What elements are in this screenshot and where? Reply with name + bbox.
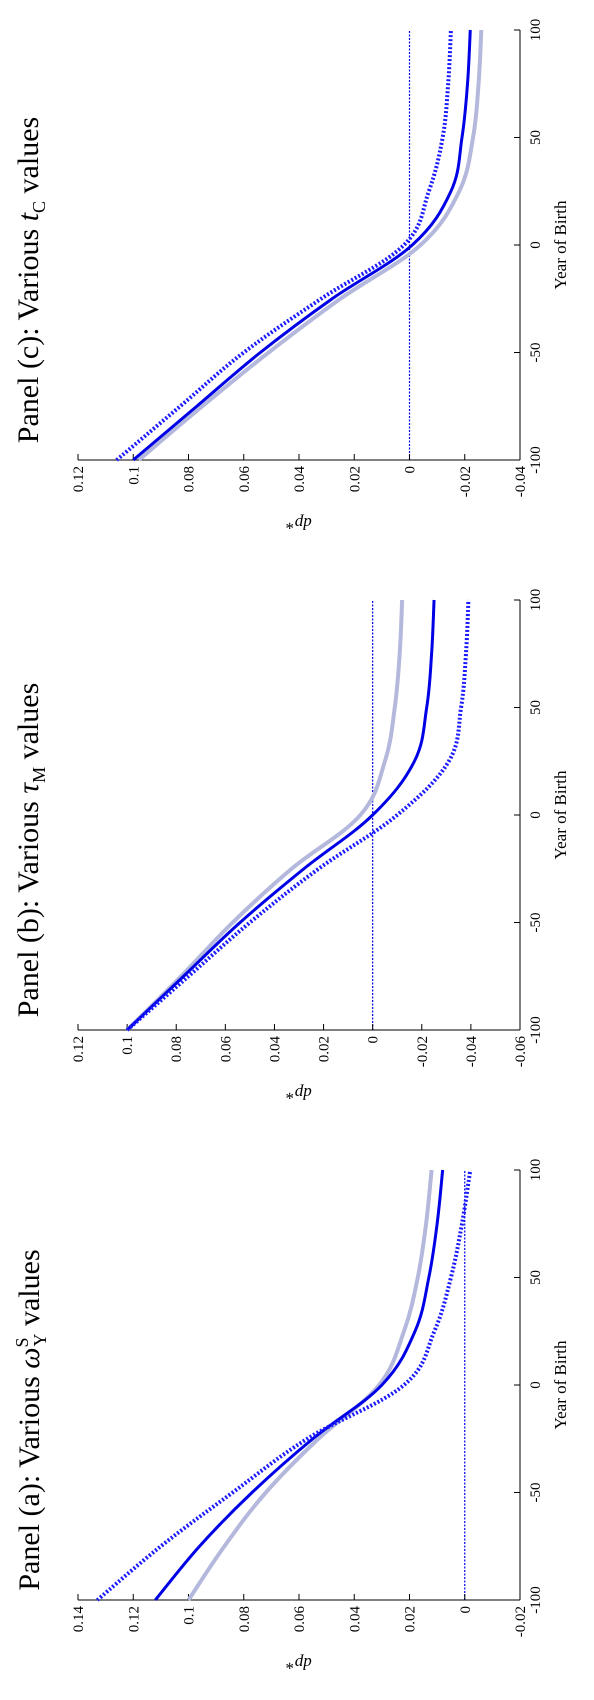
y-tick-label: 0.04: [347, 1606, 363, 1633]
y-tick-label: 0.08: [169, 1036, 185, 1062]
series-line-dotted: [96, 1169, 473, 1602]
y-tick-label: -0.06: [513, 1036, 529, 1068]
panel-a: Panel (a): Various ωSY values -0.02 0 0.02…: [0, 1140, 594, 1700]
x-tick-label: -100: [528, 1016, 544, 1044]
series-line-solid: [132, 29, 472, 462]
y-tick-label: 0.02: [347, 466, 363, 492]
y-tick-label: 0.1: [126, 466, 142, 485]
chart-b: -0.06 -0.04 -0.02 0 0.02 0.04 0.06 0.08 0.1 0.12 -…: [71, 589, 570, 1103]
series-line-dotted: [125, 599, 471, 1032]
x-tick-label: 100: [528, 589, 544, 612]
y-tick-label: 0: [366, 1036, 382, 1044]
y-tick-label: 0.02: [317, 1036, 333, 1062]
x-tick-label: -100: [528, 446, 544, 474]
x-tick-label: 50: [528, 1270, 544, 1285]
y-tick-label: 0.06: [292, 1606, 308, 1633]
x-tick-label: -50: [528, 1483, 544, 1503]
series-line-light: [125, 599, 405, 1032]
series-line-dotted: [115, 29, 453, 462]
chart-a: -0.02 0 0.02 0.04 0.06 0.08 0.1 0.12 0.14 -100 -50…: [71, 1159, 570, 1673]
series-line-light: [186, 1169, 434, 1602]
y-axis-label: dp*: [286, 1654, 312, 1673]
panel-c: Panel (c): Various tC values -0.04 -0.02 0…: [0, 0, 594, 560]
y-tick-label: 0.08: [182, 466, 198, 492]
x-axis-label: Year of Birth: [551, 770, 570, 859]
series-line-solid: [126, 599, 436, 1032]
panel-b: Panel (b): Various τM values -0.06 -0.04-…: [0, 570, 594, 1130]
y-tick-label: 0.04: [292, 466, 308, 493]
y-tick-label: 0.12: [71, 466, 87, 492]
y-axis-label: dp*: [286, 1084, 312, 1103]
x-axis-label: Year of Birth: [551, 200, 570, 289]
y-tick-label: 0.06: [218, 1036, 234, 1063]
y-tick-label: -0.02: [458, 466, 474, 497]
y-tick-label: 0: [403, 466, 419, 474]
y-tick-label: -0.02: [513, 1606, 529, 1637]
y-axis-label: dp*: [286, 514, 312, 533]
x-tick-label: -50: [528, 343, 544, 363]
x-tick-label: 100: [528, 1159, 544, 1182]
chart-c: -0.04 -0.02 0 0.02 0.04 0.06 0.08 0.1 0.12 -100 -5…: [71, 19, 570, 533]
y-tick-label: 0.06: [237, 466, 253, 493]
series-line-light: [137, 29, 484, 462]
x-tick-label: 0: [528, 811, 544, 819]
x-tick-label: 0: [528, 1381, 544, 1389]
x-tick-label: 50: [528, 700, 544, 715]
y-tick-label: 0.12: [126, 1606, 142, 1632]
y-tick-label: 0.14: [71, 1606, 87, 1633]
y-tick-label: -0.04: [464, 1036, 480, 1068]
x-tick-label: -50: [528, 913, 544, 933]
y-tick-label: 0.1: [120, 1036, 136, 1055]
y-tick-label: -0.04: [513, 466, 529, 498]
y-tick-label: -0.02: [415, 1036, 431, 1067]
y-tick-label: 0.04: [267, 1036, 283, 1063]
x-tick-label: 100: [528, 19, 544, 42]
x-tick-label: -100: [528, 1586, 544, 1614]
x-tick-label: 50: [528, 130, 544, 145]
y-tick-label: 0.1: [182, 1606, 198, 1625]
x-axis-label: Year of Birth: [551, 1340, 570, 1429]
x-tick-label: 0: [528, 241, 544, 249]
y-tick-label: 0.02: [403, 1606, 419, 1632]
series-line-solid: [154, 1169, 445, 1601]
y-tick-label: 0: [458, 1606, 474, 1614]
y-tick-label: 0.08: [237, 1606, 253, 1632]
y-tick-label: 0.12: [71, 1036, 87, 1062]
